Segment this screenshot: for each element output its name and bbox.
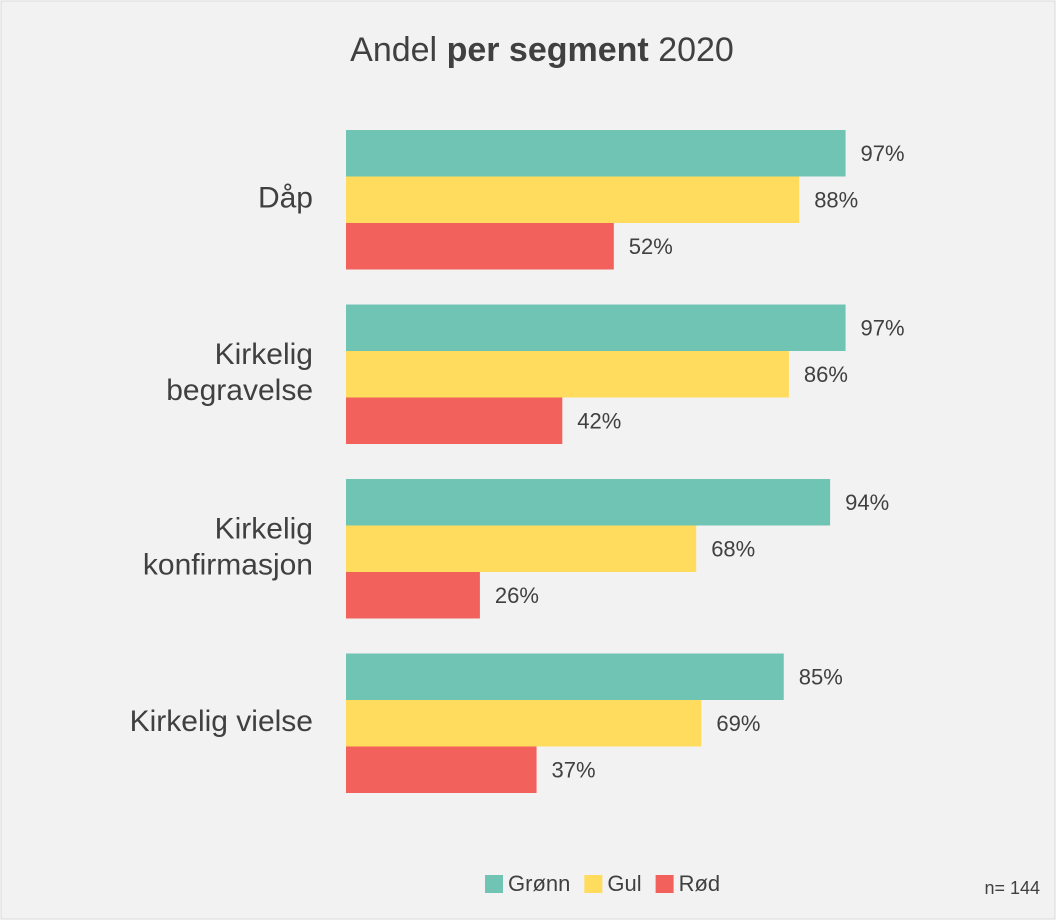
y-tick-label: Kirkelig [215, 513, 313, 546]
title-part: per segment [447, 31, 649, 69]
bar [346, 479, 831, 526]
bar [346, 176, 800, 223]
data-label: 88% [814, 188, 858, 213]
data-label: 69% [716, 711, 760, 736]
data-label: 97% [861, 316, 905, 341]
annotation: n= 144 [984, 878, 1040, 898]
bar [346, 525, 697, 572]
bar [346, 304, 846, 351]
y-tick-label: Kirkelig [215, 338, 313, 371]
bar [346, 572, 480, 619]
data-label: 26% [495, 583, 539, 608]
legend-label: Gul [607, 871, 641, 896]
title-part: Andel [350, 31, 437, 69]
legend-swatch [655, 875, 674, 893]
chart-title: Andel per segment 2020 [350, 31, 734, 69]
y-tick-label: Dåp [258, 182, 313, 215]
data-label: 86% [804, 362, 848, 387]
y-tick-label: begravelse [166, 374, 313, 407]
data-label: 97% [861, 141, 905, 166]
bar [346, 397, 563, 444]
legend-swatch [485, 875, 503, 893]
bar [346, 746, 537, 793]
data-label: 85% [799, 665, 843, 690]
data-label: 37% [552, 758, 596, 783]
title-part: 2020 [658, 31, 734, 69]
bar [346, 130, 846, 177]
legend-label: Grønn [508, 871, 570, 896]
data-label: 68% [711, 537, 755, 562]
y-tick-label: konfirmasjon [143, 549, 313, 582]
data-label: 42% [577, 409, 621, 434]
bar [346, 223, 614, 270]
y-tick-label: Kirkelig vielse [130, 705, 313, 738]
bar [346, 351, 789, 398]
legend-swatch [584, 875, 603, 893]
bar [346, 700, 702, 747]
data-label: 94% [845, 490, 889, 515]
legend-label: Rød [679, 871, 721, 896]
bar [346, 653, 784, 700]
data-label: 52% [629, 234, 673, 259]
